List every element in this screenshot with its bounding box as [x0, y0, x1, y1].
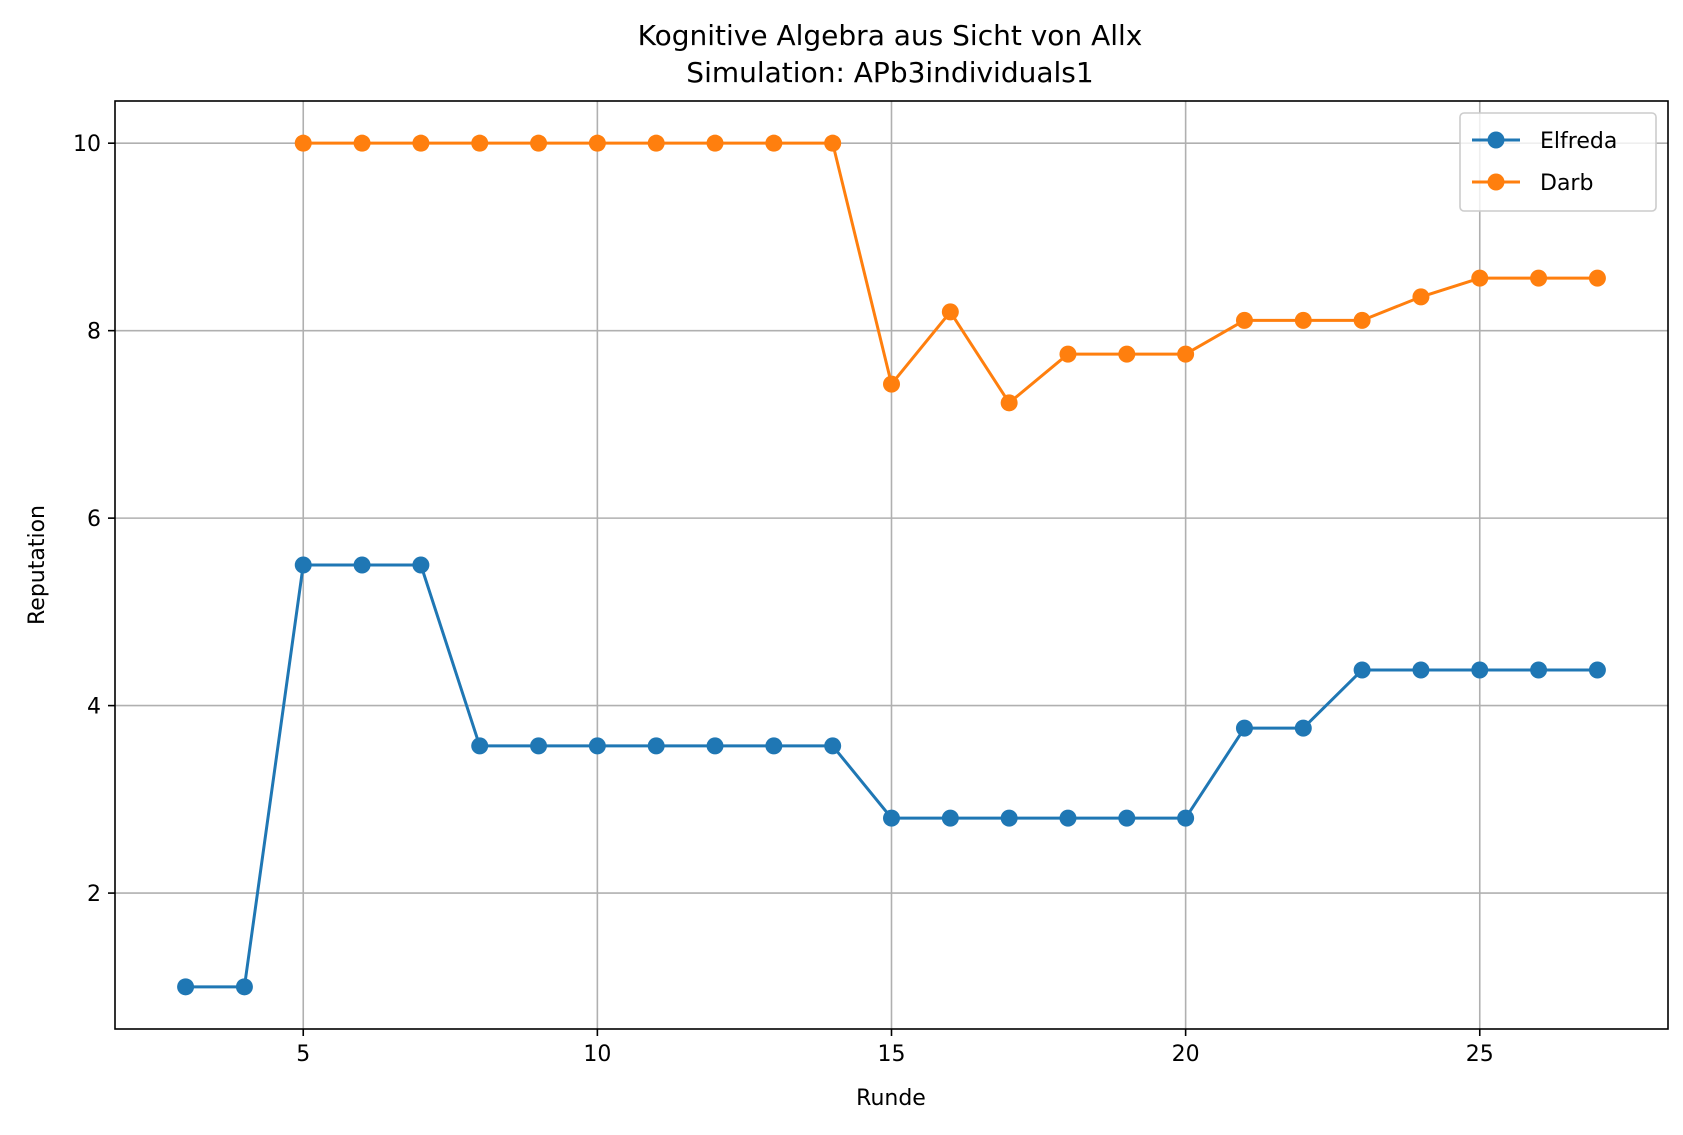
x-tick-label: 15	[878, 1042, 906, 1067]
x-tick-label: 5	[296, 1042, 310, 1067]
data-point	[941, 809, 959, 827]
data-point	[588, 134, 606, 152]
y-axis-label: Reputation	[25, 505, 50, 625]
data-point	[353, 134, 371, 152]
chart-title: Kognitive Algebra aus Sicht von Allx	[638, 19, 1143, 52]
series-elfreda	[177, 556, 1606, 996]
legend-item: Darb	[1472, 171, 1593, 196]
data-point	[1353, 661, 1371, 679]
data-point	[1294, 311, 1312, 329]
chart-subtitle: Simulation: APb3individuals1	[686, 56, 1093, 89]
data-point	[1118, 345, 1136, 363]
data-point	[1412, 288, 1430, 306]
data-point	[1235, 719, 1253, 737]
y-tick-label: 4	[87, 695, 101, 720]
series-darb	[294, 134, 1606, 412]
y-tick-label: 8	[87, 320, 101, 345]
data-point	[824, 737, 842, 755]
data-point	[941, 303, 959, 321]
data-point	[588, 737, 606, 755]
data-point	[353, 556, 371, 574]
data-point	[765, 737, 783, 755]
legend: Elfreda Darb	[1459, 112, 1657, 212]
data-point	[1000, 809, 1018, 827]
data-point	[1177, 809, 1195, 827]
data-point	[824, 134, 842, 152]
data-point	[530, 134, 548, 152]
data-point	[1353, 311, 1371, 329]
data-point	[294, 134, 312, 152]
legend-label: Darb	[1540, 171, 1593, 196]
data-point	[1588, 661, 1606, 679]
data-point	[765, 134, 783, 152]
data-point	[647, 737, 665, 755]
legend-marker	[1487, 131, 1505, 149]
data-point	[1000, 394, 1018, 412]
data-point	[1118, 809, 1136, 827]
data-point	[883, 375, 900, 393]
legend-label: Elfreda	[1540, 129, 1617, 154]
y-tick-label: 10	[73, 132, 101, 157]
data-point	[1471, 661, 1489, 679]
x-tick-label: 10	[583, 1042, 611, 1067]
data-point	[1177, 345, 1195, 363]
y-tick-label: 6	[87, 507, 101, 532]
data-point	[706, 737, 724, 755]
series-group	[177, 134, 1606, 996]
legend-marker	[1487, 173, 1505, 191]
legend-box	[1459, 112, 1657, 212]
data-point	[706, 134, 724, 152]
x-tick-label: 20	[1172, 1042, 1200, 1067]
data-point	[647, 134, 665, 152]
data-point	[177, 978, 195, 996]
data-point	[1059, 809, 1077, 827]
data-point	[1530, 269, 1548, 287]
data-point	[1412, 661, 1430, 679]
data-point	[883, 809, 900, 827]
axis-ticks: 5 10 15 20 25 2 4 6 8 10	[73, 132, 1494, 1067]
x-axis-label: Runde	[856, 1086, 926, 1111]
x-tick-label: 25	[1466, 1042, 1494, 1067]
data-point	[1059, 345, 1077, 363]
y-tick-label: 2	[87, 882, 101, 907]
grid	[115, 101, 1668, 1029]
data-point	[412, 556, 430, 574]
legend-item: Elfreda	[1472, 129, 1617, 154]
data-point	[530, 737, 548, 755]
data-point	[1235, 311, 1253, 329]
data-point	[412, 134, 430, 152]
data-point	[1588, 269, 1606, 287]
data-point	[294, 556, 312, 574]
data-point	[471, 737, 489, 755]
data-point	[1294, 719, 1312, 737]
data-point	[235, 978, 253, 996]
data-point	[1471, 269, 1489, 287]
data-point	[471, 134, 489, 152]
data-point	[1530, 661, 1548, 679]
